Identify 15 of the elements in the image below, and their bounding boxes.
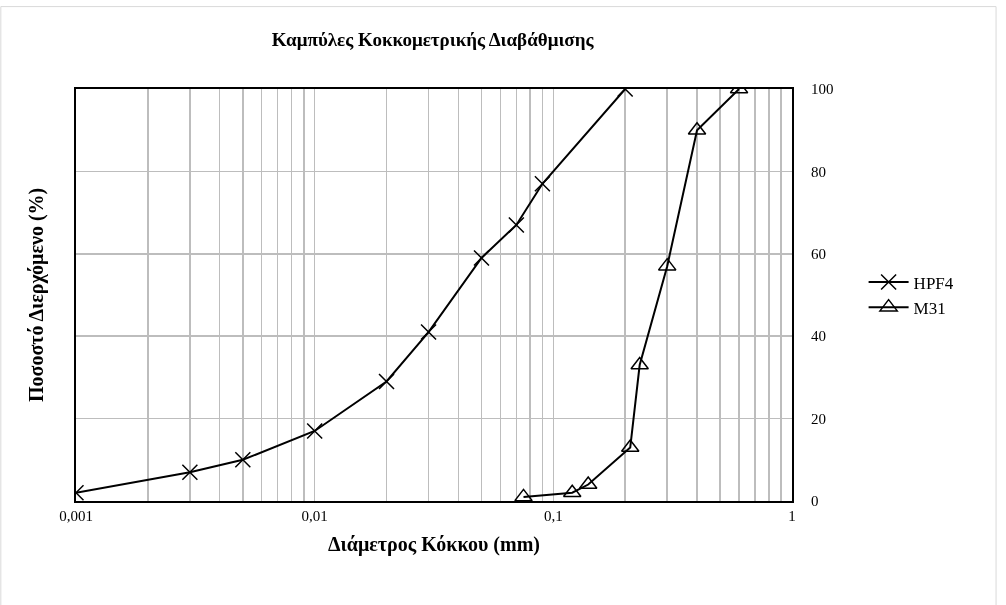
x-tick-label: 1 — [788, 508, 796, 524]
x-tick-label: 0,1 — [543, 508, 563, 524]
y-tick-label: 20 — [811, 410, 826, 427]
legend-label: M31 — [913, 298, 946, 318]
y-tick-label: 80 — [811, 163, 826, 180]
y-tick-label: 100 — [811, 81, 834, 98]
legend-label: HPF4 — [913, 273, 954, 293]
x-axis-title: Διάμετρος Κόκκου (mm) — [328, 533, 540, 556]
chart-title: Καμπύλες Κοκκομετρικής Διαβάθμισης — [271, 28, 595, 50]
x-tick-label: 0,001 — [59, 508, 93, 524]
y-tick-label: 0 — [811, 493, 819, 510]
x-tick-label: 0,01 — [301, 508, 328, 524]
y-tick-label: 60 — [811, 246, 826, 263]
y-axis-title: Ποσοστό Διερχόμενο (%) — [25, 187, 48, 402]
y-tick-label: 40 — [811, 328, 826, 345]
